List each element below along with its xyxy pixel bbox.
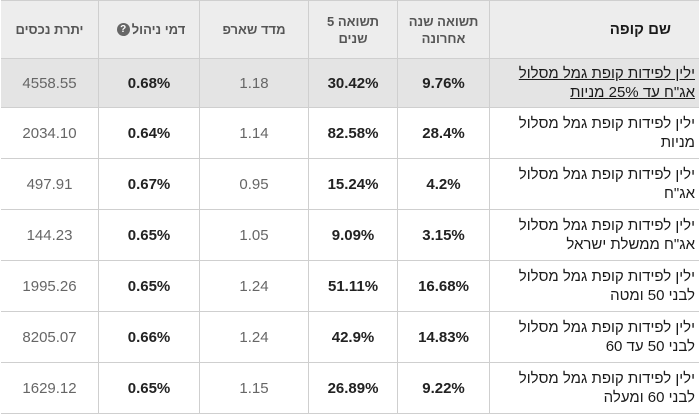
return-5-years-cell: 9.09% [308, 210, 397, 260]
table-row: ילין לפידות קופת גמל מסלול מניות 28.4% 8… [1, 108, 699, 159]
return-last-year-cell: 28.4% [397, 108, 489, 158]
return-5-years-cell: 82.58% [308, 108, 397, 158]
assets-cell: 1629.12 [22, 379, 77, 397]
table-row: ילין לפידות קופת גמל מסלול אג"ח עד 25% מ… [1, 59, 699, 108]
sharpe-cell: 1.14 [199, 108, 308, 158]
sharpe-cell: 1.24 [199, 261, 308, 311]
assets-cell: 1995.26 [22, 277, 77, 295]
mgmt-fee-cell: 0.65% [98, 363, 199, 413]
table-row: ילין לפידות קופת גמל מסלול לבני 60 ומעלה… [1, 363, 699, 414]
return-last-year-cell: 4.2% [397, 159, 489, 209]
table-header: שם קופה תשואה שנה אחרונה תשואה 5 שנים מד… [1, 0, 699, 59]
return-5-years-cell: 30.42% [308, 59, 397, 107]
table-row: ילין לפידות קופת גמל מסלול אג"ח ממשלת יש… [1, 210, 699, 261]
fund-name-cell[interactable]: ילין לפידות קופת גמל מסלול לבני 50 ומטה [489, 261, 699, 311]
help-icon[interactable]: ? [116, 23, 130, 36]
table-row: ילין לפידות קופת גמל מסלול אג"ח 4.2% 15.… [1, 159, 699, 210]
assets-cell: 2034.10 [22, 124, 77, 142]
header-fund-name[interactable]: שם קופה [489, 1, 699, 58]
table-row: ילין לפידות קופת גמל מסלול לבני 50 עד 60… [1, 312, 699, 363]
fund-name-cell[interactable]: ילין לפידות קופת גמל מסלול אג"ח [489, 159, 699, 209]
return-last-year-cell: 14.83% [397, 312, 489, 362]
return-5-years-cell: 26.89% [308, 363, 397, 413]
return-5-years-cell: 15.24% [308, 159, 397, 209]
sharpe-cell: 1.15 [199, 363, 308, 413]
sharpe-cell: 1.18 [199, 59, 308, 107]
mgmt-fee-cell: 0.66% [98, 312, 199, 362]
return-last-year-cell: 9.22% [397, 363, 489, 413]
return-last-year-cell: 16.68% [397, 261, 489, 311]
assets-cell: 144.23 [26, 226, 73, 244]
mgmt-fee-cell: 0.65% [98, 261, 199, 311]
header-return-last-year[interactable]: תשואה שנה אחרונה [397, 1, 489, 58]
return-5-years-cell: 51.11% [308, 261, 397, 311]
header-mgmt-fee-label: דמי ניהול [131, 22, 186, 37]
assets-cell: 8205.07 [22, 328, 77, 346]
assets-cell: 497.91 [26, 175, 73, 193]
fund-name-cell[interactable]: ילין לפידות קופת גמל מסלול לבני 60 ומעלה [489, 363, 699, 413]
fund-name-link[interactable]: ילין לפידות קופת גמל מסלול אג"ח עד 25% מ… [489, 59, 699, 107]
header-mgmt-fee[interactable]: דמי ניהול ? [98, 1, 199, 58]
sharpe-cell: 0.95 [199, 159, 308, 209]
return-last-year-cell: 9.76% [397, 59, 489, 107]
table-row: ילין לפידות קופת גמל מסלול לבני 50 ומטה … [1, 261, 699, 312]
header-sharpe[interactable]: מדד שארפ [199, 1, 308, 58]
return-last-year-cell: 3.15% [397, 210, 489, 260]
return-5-years-cell: 42.9% [308, 312, 397, 362]
assets-cell: 4558.55 [22, 74, 77, 92]
fund-name-cell[interactable]: ילין לפידות קופת גמל מסלול אג"ח ממשלת יש… [489, 210, 699, 260]
fund-name-cell[interactable]: ילין לפידות קופת גמל מסלול לבני 50 עד 60 [489, 312, 699, 362]
mgmt-fee-cell: 0.65% [98, 210, 199, 260]
mgmt-fee-cell: 0.68% [98, 59, 199, 107]
sharpe-cell: 1.05 [199, 210, 308, 260]
header-return-5-years[interactable]: תשואה 5 שנים [308, 1, 397, 58]
header-assets[interactable]: יתרת נכסים [15, 22, 84, 37]
mgmt-fee-cell: 0.64% [98, 108, 199, 158]
mgmt-fee-cell: 0.67% [98, 159, 199, 209]
fund-name-cell[interactable]: ילין לפידות קופת גמל מסלול מניות [489, 108, 699, 158]
sharpe-cell: 1.24 [199, 312, 308, 362]
